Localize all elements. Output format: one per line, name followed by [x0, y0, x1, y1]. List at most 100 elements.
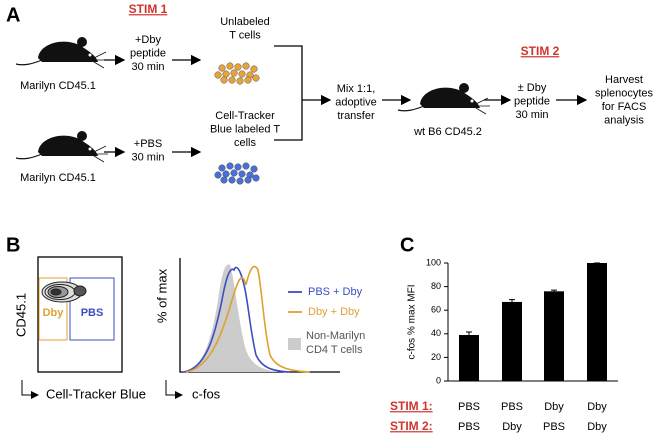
- text-line: 30 min: [131, 61, 164, 73]
- cell-dot: [230, 69, 238, 77]
- cell-dot: [222, 70, 230, 78]
- legend-label: Dby + Dby: [308, 306, 360, 318]
- cell-dot: [238, 70, 246, 78]
- axis-label: % of max: [154, 268, 169, 323]
- histogram: [182, 264, 280, 372]
- text-line: 30 min: [131, 151, 164, 163]
- x-tick-label: Dby: [502, 421, 522, 433]
- y-tick-label: 80: [431, 281, 441, 291]
- panel-a: A STIM 1 STIM 2 Marilyn CD45.1 Marilyn C…: [6, 2, 654, 185]
- panel-c: C c-fos % max MFI 0 20 40 60 80 100 STIM 1: PBS…: [390, 234, 618, 433]
- bar: [587, 263, 607, 381]
- x-tick-label: Dby: [544, 401, 564, 413]
- legend-swatch: [288, 338, 301, 350]
- cell-dot: [230, 169, 238, 177]
- bar: [502, 301, 522, 381]
- histogram: [185, 265, 311, 373]
- text-line: transfer: [337, 110, 375, 122]
- x-tick-label: PBS: [501, 401, 523, 413]
- bar: [544, 291, 564, 381]
- text-line: +PBS: [134, 138, 162, 150]
- axis-arrow: [165, 380, 183, 399]
- cell-dot: [250, 165, 258, 173]
- cell-dot: [236, 177, 244, 185]
- cell-dot: [244, 176, 252, 184]
- stim-label: STIM 1: [129, 2, 168, 16]
- axis-arrow: [21, 380, 39, 399]
- cell-dot: [238, 170, 246, 178]
- text-line: 30 min: [515, 109, 548, 121]
- cell-dot: [242, 62, 250, 70]
- stim-label: STIM 2: [521, 44, 560, 58]
- cell-dot: [242, 162, 250, 170]
- error-bar: [466, 331, 472, 339]
- error-bar: [551, 289, 557, 293]
- connector: [274, 45, 303, 141]
- error-bar: [509, 299, 515, 305]
- text-line: +Dby: [135, 34, 161, 46]
- text-line: T cells: [229, 29, 261, 41]
- cell-dot: [236, 77, 244, 85]
- y-tick-label: 60: [431, 305, 441, 315]
- cell-dot: [252, 174, 260, 182]
- text-line: ± Dby: [518, 82, 547, 94]
- panel-label: A: [6, 4, 20, 26]
- mouse-label: Marilyn CD45.1: [20, 80, 96, 92]
- axis-label: c-fos % max MFI: [407, 284, 418, 359]
- cell-dot: [234, 63, 242, 71]
- mouse-label: Marilyn CD45.1: [20, 172, 96, 184]
- cell-dot: [220, 176, 228, 184]
- text-line: Mix 1:1,: [337, 83, 376, 95]
- histogram: [183, 266, 291, 373]
- cell-dot: [226, 162, 234, 170]
- plot-frame: [37, 256, 123, 373]
- row-label: STIM 2:: [390, 419, 433, 433]
- legend-label: CD4 T cells: [306, 344, 363, 356]
- cell-dot: [250, 65, 258, 73]
- text-line: adoptive: [335, 96, 377, 108]
- cell-dot: [228, 176, 236, 184]
- axis-label: Cell-Tracker Blue: [46, 386, 146, 401]
- cell-dot: [218, 64, 226, 72]
- mouse-label: wt B6 CD45.2: [413, 126, 482, 138]
- cell-dot: [228, 76, 236, 84]
- text-line: splenocytes: [595, 87, 654, 99]
- axis-label: CD45.1: [13, 293, 28, 337]
- y-tick-label: 100: [426, 257, 441, 267]
- text-line: Unlabeled: [220, 16, 270, 28]
- contour: [41, 281, 87, 303]
- y-tick-label: 0: [436, 375, 441, 385]
- mouse-icon: [15, 36, 109, 69]
- cell-dot: [220, 76, 228, 84]
- gate-label: PBS: [81, 307, 104, 319]
- panel-b: B Dby PBS CD45.1 Cell-Tracker Blue % of …: [6, 234, 365, 401]
- cell-dot: [234, 163, 242, 171]
- text-line: for FACS: [602, 101, 647, 113]
- cell-dot: [252, 74, 260, 82]
- cell-dot: [218, 164, 226, 172]
- bar: [459, 334, 479, 381]
- text-line: Harvest: [605, 74, 643, 86]
- text-line: peptide: [130, 47, 166, 59]
- cell-dot: [226, 62, 234, 70]
- cell-dot: [214, 171, 222, 179]
- gate: [69, 277, 115, 341]
- y-tick-label: 20: [431, 352, 441, 362]
- gate-label: Dby: [43, 307, 65, 319]
- axis-label: c-fos: [192, 386, 221, 401]
- text-line: Cell-Tracker: [215, 110, 275, 122]
- legend-label: PBS + Dby: [308, 286, 363, 298]
- mouse-icon: [15, 130, 109, 163]
- text-line: peptide: [514, 95, 550, 107]
- legend-label: Non-Marilyn: [306, 330, 365, 342]
- x-tick-label: PBS: [458, 421, 480, 433]
- text-line: Blue labeled T: [210, 123, 280, 135]
- gate: [38, 277, 68, 341]
- cell-dot: [222, 170, 230, 178]
- x-tick-label: PBS: [543, 421, 565, 433]
- panel-label: C: [400, 234, 414, 256]
- text-line: cells: [234, 137, 257, 149]
- cell-dots: [214, 62, 260, 185]
